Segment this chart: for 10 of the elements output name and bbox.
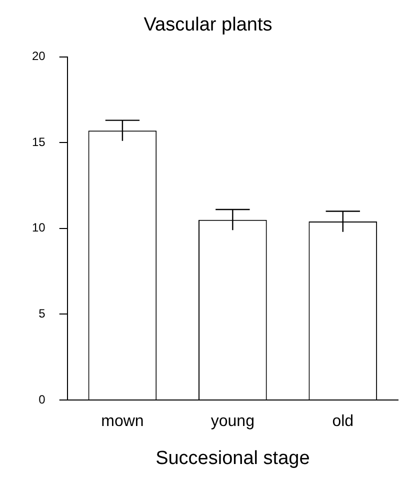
- chart-title: Vascular plants: [144, 14, 272, 36]
- x-axis-title: Succesional stage: [156, 448, 310, 469]
- x-tick-label: young: [210, 413, 254, 430]
- y-tick-label: 10: [32, 220, 46, 235]
- x-tick-label: old: [332, 413, 354, 430]
- x-tick-label: mown: [101, 413, 144, 430]
- y-tick-label: 20: [32, 49, 46, 64]
- y-tick-label: 5: [38, 306, 46, 321]
- y-tick-label: 0: [38, 392, 46, 406]
- y-tick-label: 15: [32, 134, 46, 149]
